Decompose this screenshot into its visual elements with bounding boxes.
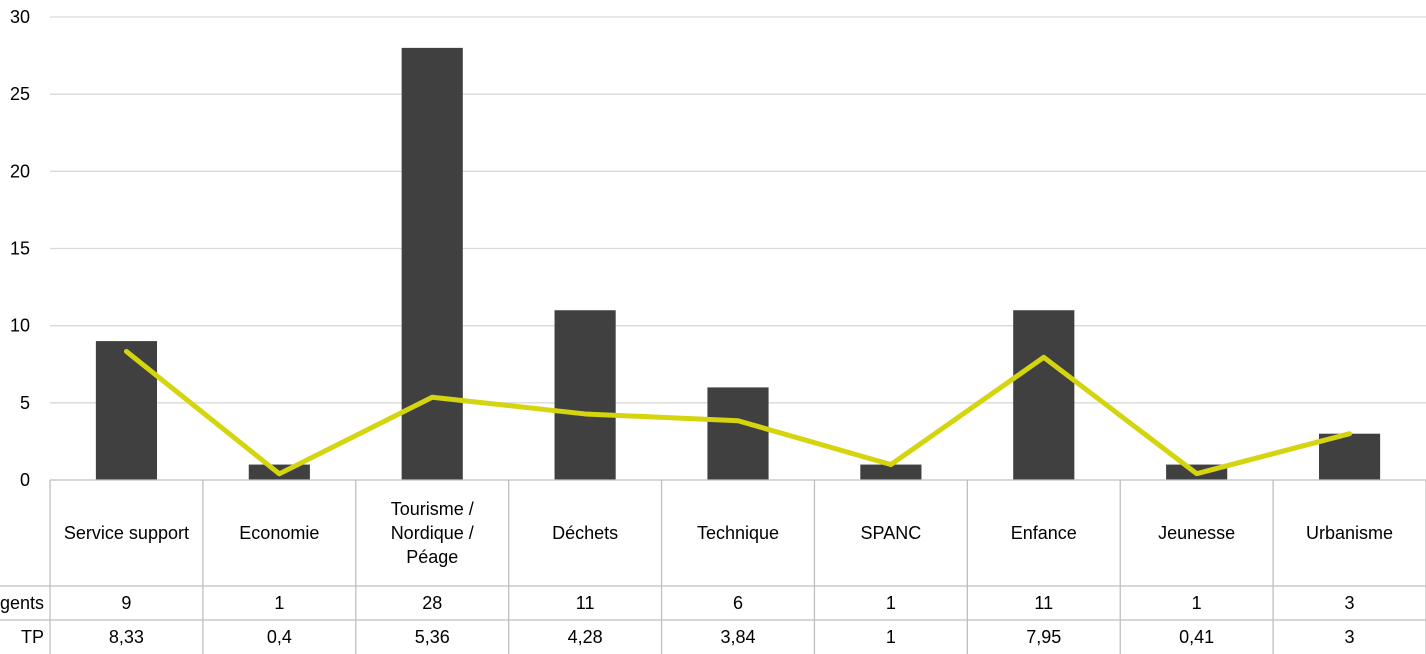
y-tick-label: 20 bbox=[10, 161, 30, 181]
series-label: TP bbox=[21, 627, 44, 647]
category-label: Jeunesse bbox=[1158, 523, 1235, 543]
category-label-line: Tourisme / bbox=[391, 499, 474, 519]
category-label-line: SPANC bbox=[861, 523, 922, 543]
table-cell: 11 bbox=[576, 593, 595, 613]
category-label: Service support bbox=[64, 523, 189, 543]
category-label: Technique bbox=[697, 523, 779, 543]
category-label: SPANC bbox=[861, 523, 922, 543]
table-cell: 1 bbox=[886, 593, 896, 613]
table-cell: 28 bbox=[422, 593, 442, 613]
table-cell: 4,28 bbox=[568, 627, 603, 647]
line-path bbox=[123, 348, 1353, 477]
table-cell: 9 bbox=[121, 593, 131, 613]
category-label: Déchets bbox=[552, 523, 618, 543]
table-cell: 1 bbox=[1192, 593, 1202, 613]
y-tick-label: 5 bbox=[20, 393, 30, 413]
y-tick-label: 10 bbox=[10, 316, 30, 336]
category-label-line: Service support bbox=[64, 523, 189, 543]
bar bbox=[707, 387, 769, 480]
table-cell: 3,84 bbox=[720, 627, 755, 647]
table-cell: 1 bbox=[274, 593, 284, 613]
category-label-line: Economie bbox=[239, 523, 319, 543]
series-label: Agents bbox=[0, 593, 44, 613]
table-cell: 6 bbox=[733, 593, 743, 613]
table-cell: 11 bbox=[1034, 593, 1053, 613]
category-label-line: Urbanisme bbox=[1306, 523, 1393, 543]
category-label: Enfance bbox=[1011, 523, 1077, 543]
bar bbox=[860, 464, 922, 480]
bar bbox=[401, 47, 463, 480]
category-label-line: Enfance bbox=[1011, 523, 1077, 543]
y-tick-label: 30 bbox=[10, 7, 30, 27]
table-cell: 1 bbox=[886, 627, 896, 647]
data-table: Agents TP Service support Economie Tourisme … bbox=[0, 479, 1426, 654]
category-label-line: Péage bbox=[406, 547, 458, 567]
y-tick-label: 0 bbox=[20, 470, 30, 490]
y-tick-label: 15 bbox=[10, 239, 30, 259]
bar bbox=[1013, 310, 1075, 480]
table-cell: 0,4 bbox=[267, 627, 292, 647]
table-cell: 8,33 bbox=[109, 627, 144, 647]
table-cell: 7,95 bbox=[1026, 627, 1061, 647]
table-cell: 0,41 bbox=[1179, 627, 1214, 647]
category-label: Economie bbox=[239, 523, 319, 543]
table-cell: 3 bbox=[1345, 593, 1355, 613]
category-label-line: Nordique / bbox=[391, 523, 474, 543]
bar bbox=[95, 341, 158, 480]
category-label-line: Déchets bbox=[552, 523, 618, 543]
gridlines bbox=[50, 16, 1426, 404]
y-tick-label: 25 bbox=[10, 84, 30, 104]
table-cell: 3 bbox=[1345, 627, 1355, 647]
category-label-line: Jeunesse bbox=[1158, 523, 1235, 543]
line-series bbox=[123, 348, 1353, 477]
bar-series bbox=[95, 47, 1381, 480]
table-cell: 5,36 bbox=[415, 627, 450, 647]
category-label: Urbanisme bbox=[1306, 523, 1393, 543]
bar bbox=[554, 310, 616, 480]
category-label-line: Technique bbox=[697, 523, 779, 543]
y-axis-ticks: 0 5 10 15 20 25 30 bbox=[10, 7, 30, 490]
category-label: Tourisme / Nordique / Péage bbox=[391, 499, 474, 567]
